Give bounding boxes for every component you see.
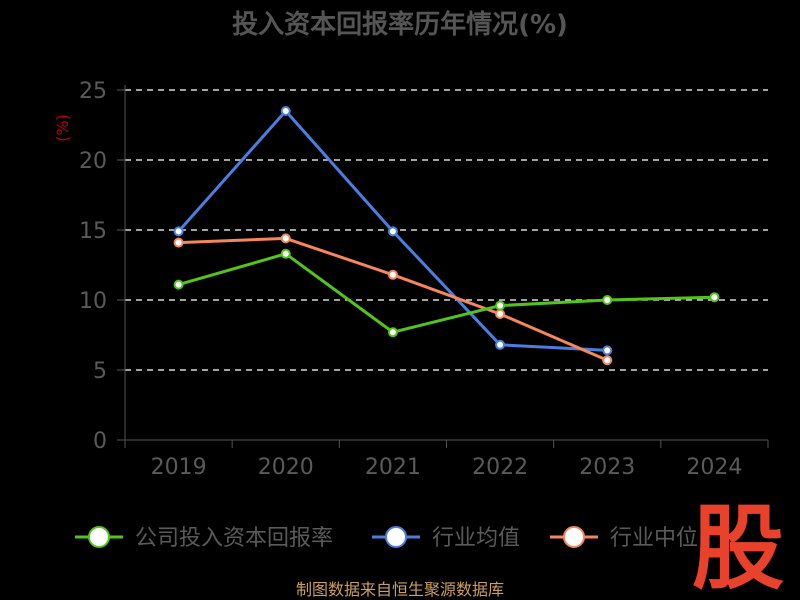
data-point[interactable]: [173, 279, 184, 290]
series-1: [173, 106, 613, 356]
x-tick-label: 2024: [686, 455, 742, 480]
y-axis-label: (%): [53, 114, 72, 142]
data-point[interactable]: [387, 327, 398, 338]
x-tick-label: 2020: [258, 455, 314, 480]
series-2: [173, 233, 613, 366]
legend-label: 行业中位: [610, 526, 698, 551]
legend-item[interactable]: 行业均值: [372, 526, 520, 551]
data-point[interactable]: [602, 345, 613, 356]
data-point[interactable]: [173, 237, 184, 248]
y-tick-label: 20: [79, 149, 107, 174]
data-point[interactable]: [602, 295, 613, 305]
legend-marker: [385, 526, 407, 548]
legend-item[interactable]: 公司投入资本回报率: [75, 526, 333, 551]
axes: [117, 85, 769, 448]
data-point[interactable]: [495, 339, 506, 350]
watermark-logo: 股: [692, 495, 784, 600]
x-tick-label: 2023: [579, 455, 635, 480]
series-group: [173, 106, 720, 366]
grid-lines: [125, 89, 768, 371]
legend[interactable]: 公司投入资本回报率 行业均值 行业中位: [75, 526, 698, 551]
legend-marker: [88, 526, 110, 548]
data-point[interactable]: [602, 355, 613, 366]
series-line: [178, 252, 715, 334]
x-tick-label: 2021: [365, 455, 421, 480]
series-0: [173, 248, 720, 338]
data-point[interactable]: [709, 292, 720, 303]
source-note: 制图数据来自恒生聚源数据库: [296, 580, 504, 599]
data-point[interactable]: [495, 300, 506, 311]
legend-item[interactable]: 行业中位: [550, 526, 698, 551]
y-tick-label: 25: [79, 79, 107, 104]
data-point[interactable]: [387, 269, 398, 280]
x-tick-label: 2019: [151, 455, 207, 480]
data-point[interactable]: [280, 233, 291, 244]
data-point[interactable]: [387, 226, 398, 237]
data-point[interactable]: [280, 248, 291, 259]
y-tick-label: 5: [93, 359, 107, 384]
y-tick-label: 10: [79, 289, 107, 314]
data-point[interactable]: [280, 106, 291, 116]
chart-title: 投入资本回报率历年情况(%): [232, 9, 568, 40]
data-point[interactable]: [495, 309, 506, 319]
tick-labels: 0 5 10 15 20 25 2019 2020 2021 2022 2023 2024: [79, 79, 742, 480]
data-point[interactable]: [173, 226, 184, 237]
legend-label: 行业均值: [432, 526, 520, 551]
x-tick-label: 2022: [472, 455, 528, 480]
y-tick-label: 0: [93, 429, 107, 454]
legend-marker: [563, 526, 585, 548]
y-tick-label: 15: [79, 219, 107, 244]
legend-label: 公司投入资本回报率: [135, 526, 333, 551]
